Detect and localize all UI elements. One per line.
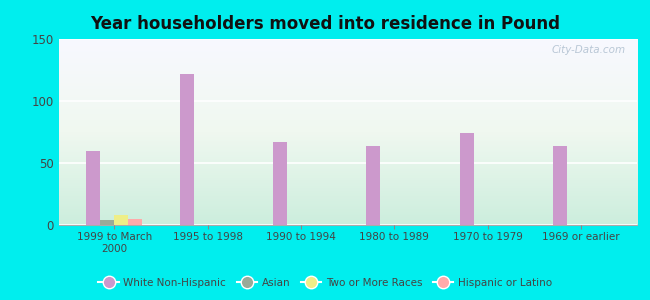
Bar: [460, 133, 474, 225]
Bar: [180, 74, 194, 225]
Bar: [101, 220, 114, 225]
Text: City-Data.com: City-Data.com: [551, 45, 625, 55]
Text: Year householders moved into residence in Pound: Year householders moved into residence i…: [90, 15, 560, 33]
Bar: [553, 146, 567, 225]
Bar: [114, 215, 129, 225]
Legend: White Non-Hispanic, Asian, Two or More Races, Hispanic or Latino: White Non-Hispanic, Asian, Two or More R…: [94, 274, 556, 292]
Bar: [129, 219, 142, 225]
Bar: [273, 142, 287, 225]
Bar: [86, 151, 101, 225]
Bar: [367, 146, 380, 225]
